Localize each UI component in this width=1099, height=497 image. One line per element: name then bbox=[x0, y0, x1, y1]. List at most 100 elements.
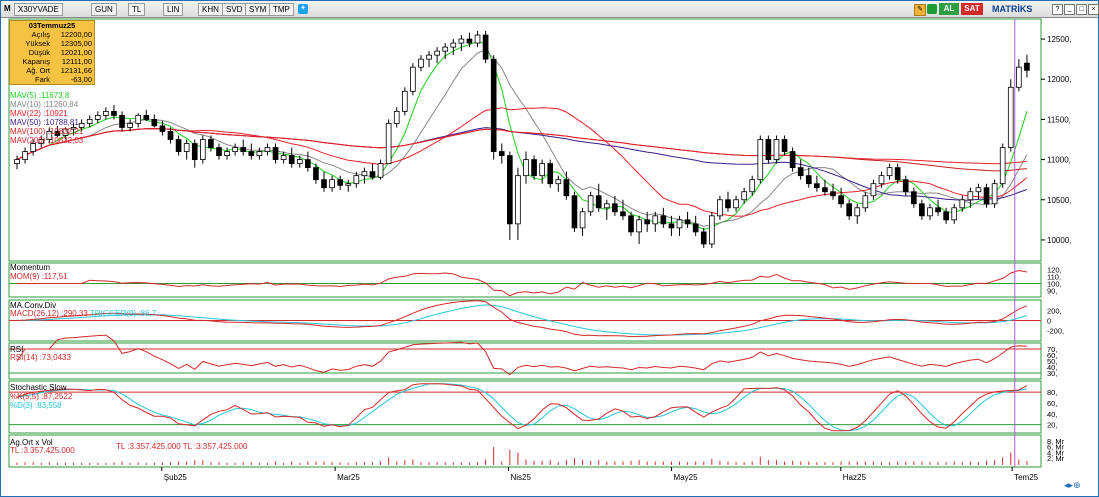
momentum-tick: 120, bbox=[1047, 266, 1062, 275]
candle bbox=[668, 223, 675, 229]
candle bbox=[14, 159, 20, 165]
candle bbox=[111, 110, 117, 116]
scroll-left-icon[interactable]: ◂ bbox=[1064, 480, 1069, 490]
zoom-icon[interactable]: ⊕ bbox=[1073, 480, 1081, 490]
candle bbox=[369, 171, 376, 178]
rsi-title: RSI bbox=[10, 345, 24, 354]
scroll-right-icon[interactable]: ▸ bbox=[1068, 480, 1074, 490]
rsi-line bbox=[16, 334, 1027, 376]
momentum-title: Momentum bbox=[10, 263, 51, 272]
candle bbox=[975, 187, 982, 193]
scale-button[interactable]: LIN bbox=[163, 3, 184, 16]
candle bbox=[571, 195, 578, 229]
close-icon[interactable]: × bbox=[1088, 4, 1099, 15]
candle bbox=[628, 215, 634, 233]
price-tick-label: 10500, bbox=[1047, 196, 1071, 205]
candle bbox=[862, 195, 869, 209]
x-tick-label: Mar25 bbox=[337, 473, 360, 482]
vol-tick: 2, Mr bbox=[1047, 454, 1065, 463]
candle bbox=[878, 175, 885, 185]
price-tick-label: 12000, bbox=[1047, 75, 1071, 84]
candle bbox=[967, 191, 974, 201]
vol-unit-3: TL bbox=[182, 442, 192, 451]
help-icon[interactable]: ? bbox=[1052, 4, 1063, 15]
candle bbox=[523, 159, 529, 177]
candle bbox=[143, 114, 150, 120]
currency-button[interactable]: TL bbox=[128, 3, 146, 16]
sell-button[interactable]: SAT bbox=[961, 3, 983, 15]
candle bbox=[232, 147, 238, 152]
candle bbox=[458, 38, 465, 44]
ma-line bbox=[16, 128, 1027, 165]
candle bbox=[345, 183, 352, 186]
candle bbox=[603, 203, 610, 209]
x-tick-label: Tem25 bbox=[1014, 473, 1039, 482]
svd-button[interactable]: SVD bbox=[222, 3, 247, 16]
maximize-icon[interactable]: □ bbox=[1076, 4, 1087, 15]
sym-button[interactable]: SYM bbox=[245, 3, 271, 16]
macd-value: :290,33 bbox=[61, 309, 88, 318]
infobox-row: Açılış 12200,00 bbox=[10, 30, 94, 39]
candle bbox=[838, 195, 844, 205]
candle bbox=[595, 195, 602, 209]
candle bbox=[288, 155, 295, 165]
candle bbox=[167, 131, 174, 140]
candle bbox=[183, 143, 190, 152]
symbol-field[interactable]: X30YVADE bbox=[14, 3, 63, 16]
candle bbox=[757, 139, 764, 181]
menu-m-button[interactable]: M bbox=[4, 4, 11, 13]
interval-button[interactable]: GUN bbox=[91, 3, 117, 16]
minimize-icon[interactable]: _ bbox=[1064, 4, 1075, 15]
candle bbox=[426, 54, 432, 60]
rsi-tick: 40, bbox=[1047, 363, 1057, 372]
candle bbox=[943, 211, 949, 221]
candle bbox=[22, 151, 28, 160]
candle bbox=[208, 139, 214, 148]
trigger-line bbox=[16, 304, 1028, 336]
candle bbox=[296, 159, 303, 165]
buy-button[interactable]: AL bbox=[939, 3, 959, 15]
candle bbox=[515, 175, 521, 225]
candle bbox=[983, 187, 990, 205]
price-tick-label: 10000, bbox=[1047, 236, 1071, 245]
candle bbox=[329, 179, 335, 189]
infobox-key: Açılış bbox=[31, 30, 50, 39]
ma-line bbox=[16, 49, 1028, 227]
momentum-line bbox=[17, 269, 1027, 297]
momentum-label: MOM(9) bbox=[10, 272, 40, 281]
pencil-icon[interactable]: ✎ bbox=[914, 4, 926, 16]
candle bbox=[135, 114, 142, 124]
legend-item: MAV(10) :11260,84 bbox=[10, 100, 79, 109]
candle bbox=[709, 215, 715, 245]
candle bbox=[797, 167, 804, 177]
candle bbox=[248, 151, 255, 156]
macd-line bbox=[16, 300, 1028, 338]
candle bbox=[894, 167, 901, 181]
stoch-tick: 40, bbox=[1047, 410, 1057, 419]
tmp-button[interactable]: TMP bbox=[269, 3, 294, 16]
candle bbox=[264, 147, 271, 152]
candle bbox=[644, 219, 651, 225]
chart-canvas[interactable]: 12500, 12000, 11500, 11000, 10500, 10000, 120,… bbox=[1, 18, 1098, 496]
khn-button[interactable]: KHN bbox=[198, 3, 223, 16]
candle bbox=[353, 175, 360, 185]
candle bbox=[620, 211, 626, 217]
rsi-value: :73,0433 bbox=[39, 353, 71, 362]
candle bbox=[337, 179, 343, 186]
twitter-icon[interactable]: ✦ bbox=[298, 4, 308, 14]
candle bbox=[741, 191, 747, 201]
candle bbox=[54, 131, 61, 136]
candle bbox=[733, 199, 739, 209]
infobox-key: Kapanış bbox=[22, 57, 50, 66]
candle bbox=[830, 191, 836, 197]
legend-item: MAV(50) :10788,81 bbox=[10, 118, 79, 127]
legend-item: MAV(5) :11673,8 bbox=[10, 91, 70, 100]
candle bbox=[62, 128, 69, 136]
candle bbox=[434, 50, 440, 56]
vol-value-2: :3.357.425.000 bbox=[127, 442, 181, 451]
candle bbox=[78, 123, 85, 128]
candle bbox=[450, 42, 457, 48]
candle bbox=[442, 46, 449, 52]
candle bbox=[587, 195, 594, 213]
